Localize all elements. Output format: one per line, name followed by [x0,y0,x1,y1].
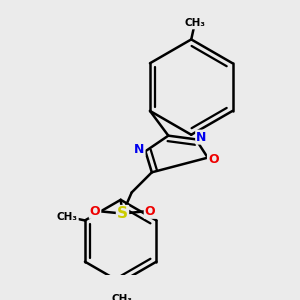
Text: S: S [117,206,128,221]
Text: N: N [196,130,206,144]
Text: O: O [145,205,155,218]
Text: O: O [208,152,219,166]
Text: CH₃: CH₃ [57,212,78,222]
Text: CH₃: CH₃ [184,19,205,28]
Text: O: O [90,205,100,218]
Text: N: N [134,142,145,155]
Text: CH₃: CH₃ [112,294,133,300]
